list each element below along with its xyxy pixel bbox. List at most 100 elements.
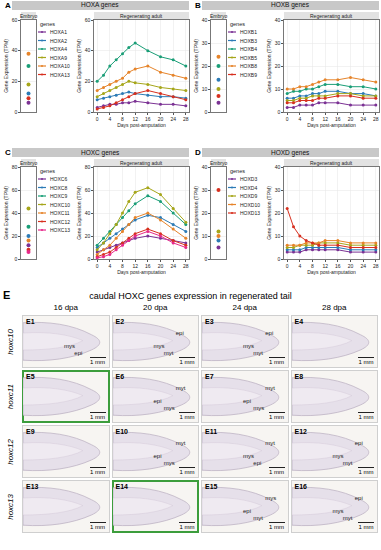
svg-text:Days post-amputation: Days post-amputation (307, 269, 356, 275)
svg-text:B: B (195, 1, 201, 10)
svg-text:0: 0 (204, 109, 207, 115)
svg-text:28: 28 (183, 116, 189, 122)
svg-text:Gene Expression (TPM): Gene Expression (TPM) (76, 39, 82, 93)
svg-text:HOXB5: HOXB5 (240, 55, 257, 61)
svg-text:40: 40 (85, 210, 91, 216)
svg-text:4: 4 (298, 263, 301, 269)
svg-text:8: 8 (311, 263, 314, 269)
svg-text:Gene Expression (TPM): Gene Expression (TPM) (266, 186, 272, 240)
svg-text:0: 0 (96, 263, 99, 269)
svg-text:8: 8 (121, 263, 124, 269)
svg-text:HOXA13: HOXA13 (50, 72, 70, 78)
svg-text:Regenerating adult: Regenerating adult (120, 160, 163, 166)
svg-text:40: 40 (202, 17, 208, 23)
svg-text:20: 20 (85, 78, 91, 84)
svg-text:40: 40 (85, 47, 91, 53)
svg-text:HOXB8: HOXB8 (240, 63, 257, 69)
svg-text:HOXC13: HOXC13 (50, 227, 70, 233)
svg-text:12: 12 (322, 116, 328, 122)
svg-text:HOXD10: HOXD10 (240, 202, 260, 208)
svg-text:24: 24 (360, 263, 366, 269)
svg-text:0: 0 (204, 256, 207, 262)
svg-text:HOXC genes: HOXC genes (81, 149, 120, 157)
svg-text:HOXA4: HOXA4 (50, 46, 67, 52)
svg-text:Days post-amputation: Days post-amputation (307, 122, 356, 128)
svg-text:0: 0 (277, 256, 280, 262)
svg-text:60: 60 (85, 187, 91, 193)
svg-text:HOXB9: HOXB9 (240, 72, 257, 78)
svg-text:24: 24 (170, 116, 176, 122)
svg-text:HOXB genes: HOXB genes (271, 1, 310, 9)
svg-text:10: 10 (202, 86, 208, 92)
svg-text:20: 20 (348, 116, 354, 122)
svg-text:40: 40 (275, 164, 281, 170)
svg-text:Gene Expression (TPM): Gene Expression (TPM) (266, 39, 272, 93)
svg-text:Days post-amputation: Days post-amputation (117, 269, 166, 275)
svg-text:HOXC10: HOXC10 (50, 202, 70, 208)
svg-text:Gene Expression (TPM): Gene Expression (TPM) (3, 186, 9, 240)
svg-text:4: 4 (298, 116, 301, 122)
svg-text:HOXD3: HOXD3 (240, 176, 257, 182)
svg-text:0: 0 (87, 256, 90, 262)
svg-text:Regenerating adult: Regenerating adult (120, 13, 163, 19)
svg-text:30: 30 (202, 187, 208, 193)
svg-text:24: 24 (170, 263, 176, 269)
svg-text:HOXC9: HOXC9 (50, 193, 67, 199)
svg-text:HOXA10: HOXA10 (50, 63, 70, 69)
svg-text:HOXD genes: HOXD genes (271, 149, 310, 157)
svg-text:HOXB3: HOXB3 (240, 38, 257, 44)
svg-text:12: 12 (132, 263, 138, 269)
svg-text:HOXB1: HOXB1 (240, 29, 257, 35)
svg-text:20: 20 (158, 263, 164, 269)
svg-text:60: 60 (12, 187, 18, 193)
svg-text:80: 80 (12, 164, 18, 170)
svg-text:0: 0 (87, 109, 90, 115)
svg-text:HOXD9: HOXD9 (240, 193, 257, 199)
svg-text:4: 4 (108, 263, 111, 269)
svg-text:Days post-amputation: Days post-amputation (117, 122, 166, 128)
svg-text:0: 0 (14, 109, 17, 115)
svg-text:HOXD4: HOXD4 (240, 185, 257, 191)
svg-text:Embryo: Embryo (210, 13, 227, 19)
svg-text:8: 8 (311, 116, 314, 122)
svg-text:HOXC12: HOXC12 (50, 219, 70, 225)
svg-text:16: 16 (335, 116, 341, 122)
svg-text:genes: genes (40, 21, 55, 27)
svg-text:HOXA1: HOXA1 (50, 29, 67, 35)
svg-text:0: 0 (96, 116, 99, 122)
svg-text:40: 40 (12, 210, 18, 216)
svg-text:20: 20 (12, 233, 18, 239)
svg-text:Regenerating adult: Regenerating adult (310, 160, 353, 166)
svg-text:0: 0 (286, 116, 289, 122)
svg-text:28: 28 (373, 263, 379, 269)
svg-text:HOXC6: HOXC6 (50, 176, 67, 182)
svg-text:Gene Expression (TPM): Gene Expression (TPM) (76, 186, 82, 240)
svg-text:Embryo: Embryo (20, 160, 37, 166)
svg-text:20: 20 (12, 78, 18, 84)
svg-text:HOXC11: HOXC11 (50, 210, 70, 216)
svg-text:12: 12 (132, 116, 138, 122)
svg-text:0: 0 (277, 109, 280, 115)
svg-text:4: 4 (108, 116, 111, 122)
svg-text:20: 20 (275, 63, 281, 69)
svg-text:12: 12 (322, 263, 328, 269)
svg-text:20: 20 (202, 210, 208, 216)
svg-text:Regenerating adult: Regenerating adult (310, 13, 353, 19)
svg-text:40: 40 (12, 47, 18, 53)
svg-text:40: 40 (202, 164, 208, 170)
svg-text:0: 0 (286, 263, 289, 269)
svg-text:HOXA2: HOXA2 (50, 38, 67, 44)
svg-text:HOXD13: HOXD13 (240, 210, 260, 216)
svg-text:10: 10 (275, 233, 281, 239)
svg-text:10: 10 (202, 233, 208, 239)
svg-text:Gene Expression (TPM): Gene Expression (TPM) (193, 186, 199, 240)
svg-text:genes: genes (230, 168, 245, 174)
svg-text:10: 10 (275, 86, 281, 92)
svg-text:HOXA9: HOXA9 (50, 55, 67, 61)
svg-text:0: 0 (14, 256, 17, 262)
svg-text:24: 24 (360, 116, 366, 122)
svg-text:HOXB4: HOXB4 (240, 46, 257, 52)
svg-text:20: 20 (158, 116, 164, 122)
svg-text:D: D (195, 148, 201, 157)
svg-text:Embryo: Embryo (20, 13, 37, 19)
